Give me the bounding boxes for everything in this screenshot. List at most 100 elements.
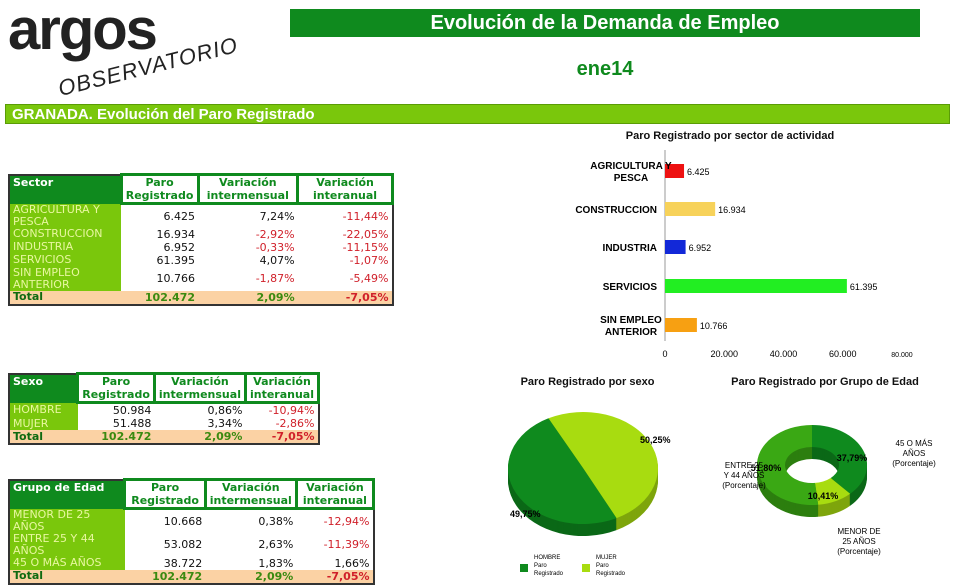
bar-value-label: 10.766: [700, 321, 728, 331]
table-row: MUJER 51.488 3,34% -2,86%: [9, 417, 319, 430]
table-cell: -0,33%: [255, 240, 295, 254]
sector-table: Sector Paro Registrado Variación intermens…: [8, 173, 394, 306]
category-label: SIN EMPLEO ANTERIOR: [600, 315, 662, 338]
legend-label: Registrado: [596, 571, 626, 577]
pie-slice-0: [507, 418, 617, 525]
pie-value-label: 49,75%: [510, 509, 541, 519]
table-cell: 53.082: [163, 538, 203, 551]
total-cell: -7,05%: [245, 430, 319, 444]
table-row: SERVICIOS 61.395 4,07% -1,07%: [9, 253, 393, 267]
column-header: Variación interanual: [296, 173, 394, 205]
bar-3: [665, 279, 847, 293]
table-cell: 6.425: [163, 209, 196, 223]
table-cell: 38.722: [163, 556, 203, 570]
table-cell: 6.952: [163, 240, 196, 254]
column-header: Sexo: [9, 373, 78, 403]
table-cell: -11,15%: [342, 240, 389, 254]
table-cell: 61.395: [156, 253, 196, 267]
table-cell: -12,94%: [323, 514, 370, 528]
legend-label: Paro: [534, 563, 547, 569]
donut-value-label: 10,41%: [808, 491, 839, 501]
table-cell: AGRICULTURA Y PESCA: [9, 203, 122, 228]
column-header: Variación interanual: [243, 372, 321, 404]
column-header: Variación intermensual: [152, 372, 247, 404]
category-label: SERVICIOS: [603, 282, 658, 293]
table-cell: 10.766: [156, 272, 196, 285]
table-cell: 1,66%: [334, 556, 370, 570]
bar-chart-title: Paro Registrado por sector de actividad: [625, 130, 835, 142]
argos-observatorio-logo: argos OBSERVATORIO: [8, 0, 241, 101]
bar-value-label: 16.934: [718, 205, 746, 215]
bar-4: [665, 318, 697, 332]
legend-label: MUJER: [596, 555, 617, 561]
category-label: AGRICULTURA Y PESCA: [590, 161, 672, 184]
legend-label: Paro: [596, 563, 609, 569]
donut-slice-1: [815, 477, 851, 505]
sector-bar-chart: 6.425 AGRICULTURA Y PESCA 16.934 CONSTRUCCIO…: [575, 150, 913, 359]
donut-category-label: ENTRE 25: [725, 461, 764, 470]
bar-0: [665, 164, 685, 178]
donut-slice-2: [757, 425, 819, 505]
table-cell: ENTRE 25 Y 44 AÑOS: [9, 532, 125, 557]
bar-1: [665, 202, 716, 216]
table-cell: 7,24%: [259, 209, 295, 223]
table-cell: SIN EMPLEO ANTERIOR: [9, 266, 122, 291]
donut-slice-0: [812, 425, 867, 494]
total-cell: 2,09%: [205, 569, 297, 584]
bar-value-label: 6.952: [689, 243, 712, 253]
x-tick-label: 40.000: [770, 349, 798, 359]
total-cell: -7,05%: [296, 569, 374, 584]
x-tick-label: 80.000: [891, 352, 913, 359]
total-cell: Total: [9, 290, 122, 305]
table-cell: 1,83%: [258, 556, 294, 570]
logo-text: argos: [8, 0, 158, 62]
table-cell: MUJER: [9, 417, 78, 430]
table-cell: -2,92%: [255, 227, 295, 241]
donut-category-label: (Porcentaje): [722, 481, 766, 490]
total-cell: 102.472: [121, 290, 199, 305]
donut-value-label: 37,79%: [837, 453, 868, 463]
page-title: Evolución de la Demanda de Empleo: [290, 9, 920, 37]
table-header-row: Grupo de Edad Paro Registrado Variación in…: [9, 478, 376, 510]
table-cell: -22,05%: [342, 227, 389, 241]
table-cell: 51.488: [112, 417, 152, 430]
table-cell: -11,44%: [342, 209, 389, 223]
table-cell: 0,38%: [258, 514, 294, 528]
table-row: MENOR DE 25 AÑOS 10.668 0,38% -12,94%: [9, 508, 374, 533]
column-header: Variación intermensual: [196, 173, 300, 205]
table-cell: 2,63%: [258, 538, 294, 551]
bar-2: [665, 240, 686, 254]
table-cell: 10.668: [163, 514, 203, 528]
table-row: INDUSTRIA 6.952 -0,33% -11,15%: [9, 240, 393, 254]
pie-slice-1: [548, 412, 658, 519]
total-row: Total 102.472 2,09% -7,05%: [9, 569, 374, 584]
table-cell: -1,87%: [255, 272, 295, 285]
table-cell: -11,39%: [323, 538, 370, 551]
total-cell: 102.472: [77, 430, 155, 444]
total-cell: 2,09%: [198, 290, 298, 305]
edad-chart-title: Paro Registrado por Grupo de Edad: [731, 376, 919, 388]
total-cell: 2,09%: [154, 430, 246, 444]
table-row: ENTRE 25 Y 44 AÑOS 53.082 2,63% -11,39%: [9, 532, 374, 557]
total-cell: -7,05%: [297, 290, 393, 305]
table-cell: CONSTRUCCION: [9, 227, 122, 241]
bar-value-label: 6.425: [687, 167, 710, 177]
sexo-table: Sexo Paro Registrado Variación intermensua…: [8, 372, 321, 445]
x-tick-label: 20.000: [710, 349, 738, 359]
table-cell: -10,94%: [268, 404, 315, 417]
legend-swatch: [520, 564, 528, 572]
column-header: Variación interanual: [294, 478, 376, 510]
table-row: AGRICULTURA Y PESCA 6.425 7,24% -11,44%: [9, 203, 393, 228]
donut-value-label: 51,80%: [751, 463, 782, 473]
donut-category-label: (Porcentaje): [892, 459, 936, 468]
table-cell: HOMBRE: [9, 402, 78, 417]
period-label: ene14: [576, 58, 634, 80]
table-cell: 4,07%: [259, 253, 295, 267]
total-cell: 102.472: [124, 569, 206, 584]
category-label: CONSTRUCCION: [575, 205, 657, 216]
total-row: Total 102.472 2,09% -7,05%: [9, 430, 319, 444]
column-header: Sector: [9, 174, 122, 204]
donut-category-label: 45 O MÁS: [896, 439, 933, 448]
total-row: Total 102.472 2,09% -7,05%: [9, 290, 393, 305]
table-cell: INDUSTRIA: [9, 240, 122, 254]
